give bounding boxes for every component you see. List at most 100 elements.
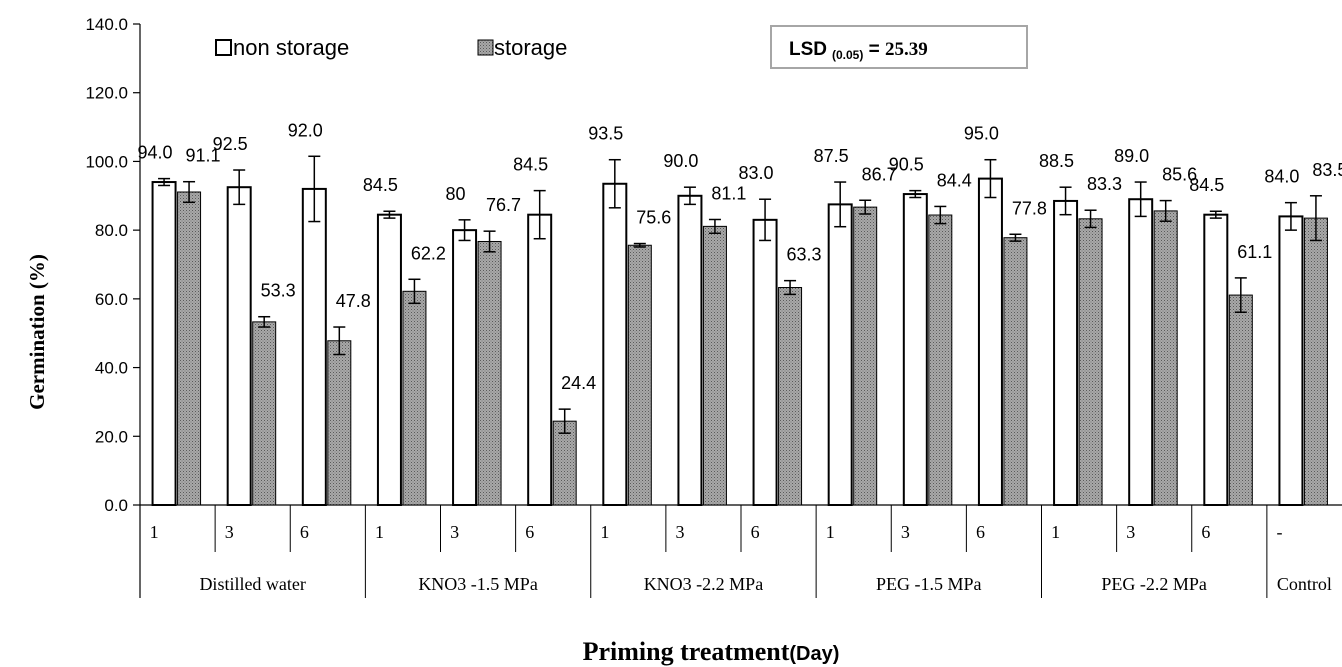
x-group-label: PEG -2.2 MPa bbox=[1101, 574, 1207, 594]
x-category-label: 1 bbox=[1051, 522, 1060, 542]
bar-storage bbox=[1003, 237, 1028, 506]
y-axis-title: Germination (%) bbox=[25, 254, 49, 410]
legend-swatch-storage bbox=[477, 39, 494, 56]
y-tick-label: 100.0 bbox=[85, 152, 128, 171]
bar-non-storage bbox=[226, 186, 252, 506]
lsd-subscript: (0.05) bbox=[832, 48, 863, 62]
x-category-label: 6 bbox=[976, 522, 985, 542]
data-label-storage: 86.7 bbox=[862, 164, 897, 184]
lsd-annotation: LSD (0.05) = 25.39 bbox=[770, 25, 1028, 69]
data-label-storage: 24.4 bbox=[561, 373, 596, 393]
data-label-storage: 83.5 bbox=[1312, 160, 1342, 180]
x-category-label: 6 bbox=[1201, 522, 1210, 542]
data-labels: 94.0 92.5 92.0 84.5 80 84.5 93.5 90.0 83.0 87.5 90… bbox=[138, 120, 1342, 393]
data-label-storage: 77.8 bbox=[1012, 198, 1047, 218]
x-axis-title-unit: (Day) bbox=[789, 643, 839, 665]
bar-non-storage bbox=[977, 177, 1003, 506]
bar-storage bbox=[327, 340, 352, 506]
bar-non-storage bbox=[677, 194, 703, 507]
bar-non-storage bbox=[827, 203, 853, 506]
legend-swatch-non-storage bbox=[215, 39, 232, 56]
data-label-storage: 63.3 bbox=[787, 245, 822, 265]
bar-non-storage bbox=[1128, 198, 1154, 506]
y-tick-label: 20.0 bbox=[95, 427, 128, 446]
bar-non-storage bbox=[301, 187, 327, 507]
data-label-non-storage: 84.5 bbox=[363, 175, 398, 195]
x-category-label: 3 bbox=[675, 522, 684, 542]
bar-storage bbox=[928, 214, 953, 506]
data-label-non-storage: 80 bbox=[446, 184, 466, 204]
x-category-label: 6 bbox=[525, 522, 534, 542]
bar-storage bbox=[1303, 217, 1328, 506]
data-label-storage: 84.4 bbox=[937, 170, 972, 190]
y-tick-label: 140.0 bbox=[85, 15, 128, 34]
bar-storage bbox=[402, 290, 427, 506]
bar-non-storage bbox=[1203, 213, 1229, 507]
data-label-storage: 81.1 bbox=[711, 183, 746, 203]
bar-storage bbox=[702, 225, 727, 506]
data-label-non-storage: 89.0 bbox=[1114, 146, 1149, 166]
x-group-label: Control bbox=[1277, 574, 1332, 594]
lsd-text: LSD (0.05) = 25.39 bbox=[789, 39, 928, 62]
x-category-label: 3 bbox=[450, 522, 459, 542]
data-label-storage: 53.3 bbox=[261, 281, 296, 301]
data-label-storage: 47.8 bbox=[336, 291, 371, 311]
bars bbox=[151, 177, 1328, 507]
x-group-label: KNO3 -2.2 MPa bbox=[644, 574, 764, 594]
x-category-label: 1 bbox=[375, 522, 384, 542]
bar-non-storage bbox=[376, 213, 402, 507]
bar-non-storage bbox=[1278, 215, 1304, 506]
data-label-non-storage: 94.0 bbox=[138, 143, 173, 163]
data-label-non-storage: 84.5 bbox=[1189, 175, 1224, 195]
data-label-storage: 91.1 bbox=[186, 146, 221, 166]
bar-storage bbox=[778, 287, 803, 506]
y-tick-label: 80.0 bbox=[95, 221, 128, 240]
x-category-label: 3 bbox=[901, 522, 910, 542]
x-category-labels: 1 3 6 1 3 6 1 3 6 1 3 6 1 3 6 - Distilled water KNO3 -1.5… bbox=[150, 522, 1332, 594]
bar-non-storage bbox=[1053, 199, 1079, 506]
legend-label-non-storage: non storage bbox=[233, 35, 349, 60]
legend-label-storage: storage bbox=[494, 35, 567, 60]
lsd-prefix: LSD bbox=[789, 39, 827, 60]
data-label-non-storage: 84.5 bbox=[513, 155, 548, 175]
bar-non-storage bbox=[902, 193, 928, 506]
x-category-label: 1 bbox=[150, 522, 159, 542]
x-category-label: 6 bbox=[751, 522, 760, 542]
bar-non-storage bbox=[151, 181, 177, 507]
y-tick-label: 0.0 bbox=[104, 496, 128, 515]
bar-non-storage bbox=[752, 218, 778, 506]
lsd-box bbox=[770, 25, 1028, 69]
data-label-non-storage: 95.0 bbox=[964, 124, 999, 144]
data-label-non-storage: 93.5 bbox=[588, 124, 623, 144]
data-label-non-storage: 90.5 bbox=[889, 155, 924, 175]
data-label-non-storage: 84.0 bbox=[1264, 167, 1299, 187]
x-category-label: 6 bbox=[300, 522, 309, 542]
bar-storage bbox=[853, 206, 878, 506]
bar-storage bbox=[1078, 218, 1103, 506]
lsd-value: 25.39 bbox=[885, 39, 928, 60]
data-label-non-storage: 90.0 bbox=[663, 151, 698, 171]
bar-storage bbox=[252, 321, 277, 506]
x-category-label: - bbox=[1276, 522, 1282, 542]
bar-storage bbox=[1228, 294, 1253, 506]
error-bars bbox=[158, 155, 1322, 434]
data-label-storage: 62.2 bbox=[411, 243, 446, 263]
y-tick-label: 120.0 bbox=[85, 84, 128, 103]
legend: non storage storage bbox=[215, 35, 567, 60]
x-category-label: 1 bbox=[600, 522, 609, 542]
x-axis-title: Priming treatment(Day) bbox=[583, 637, 840, 666]
bar-storage bbox=[477, 240, 502, 506]
data-label-storage: 83.3 bbox=[1087, 174, 1122, 194]
bar-storage bbox=[627, 244, 652, 506]
x-axis-title-main: Priming treatment bbox=[583, 637, 790, 666]
y-tick-label: 60.0 bbox=[95, 290, 128, 309]
bar-storage bbox=[177, 191, 202, 506]
x-category-label: 1 bbox=[826, 522, 835, 542]
bar-non-storage bbox=[602, 182, 628, 506]
y-tick-label: 40.0 bbox=[95, 359, 128, 378]
data-label-storage: 76.7 bbox=[486, 195, 521, 215]
data-label-non-storage: 92.5 bbox=[213, 134, 248, 154]
x-category-label: 3 bbox=[1126, 522, 1135, 542]
x-group-label: PEG -1.5 MPa bbox=[876, 574, 982, 594]
